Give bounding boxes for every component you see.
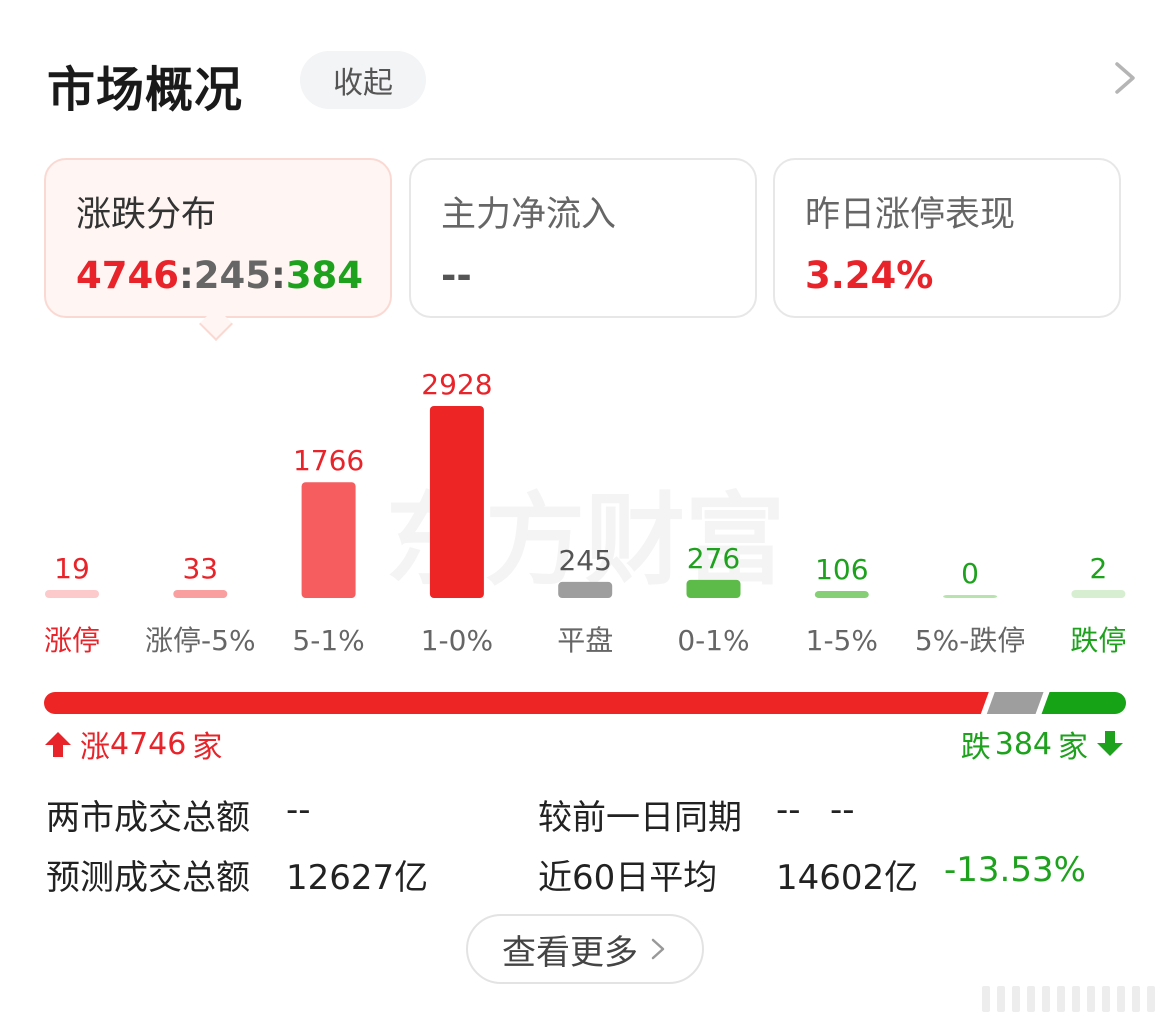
card-label: 昨日涨停表现 xyxy=(805,195,1016,235)
stripe xyxy=(1117,986,1125,1012)
stripe xyxy=(982,986,990,1012)
up-segment xyxy=(44,692,989,714)
up-count: 4746 xyxy=(76,254,179,297)
down-summary: 跌 384 家 xyxy=(961,722,1124,766)
category-label: 0-1% xyxy=(677,624,749,657)
up-count-text: 4746 xyxy=(110,726,187,762)
up-down-proportion-bar xyxy=(44,692,1126,714)
bar-8 xyxy=(1071,590,1126,598)
category-label: 平盘 xyxy=(557,624,613,657)
down-count-text: 384 xyxy=(994,726,1052,762)
collapse-button[interactable]: 收起 xyxy=(300,51,426,109)
category-label: 跌停 xyxy=(1070,624,1126,657)
avg60-change: -13.53% xyxy=(944,850,1086,890)
category-label: 1-5% xyxy=(806,624,878,657)
bar-6 xyxy=(814,591,869,598)
bar-0 xyxy=(45,590,99,598)
scroll-hint-decoration xyxy=(982,986,1155,1012)
distribution-chart: 东方财富 19涨停33涨停-5%17665-1%29281-0%245平盘276… xyxy=(44,368,1126,657)
rise-fall-ratio: 4746:245:384 xyxy=(76,254,363,297)
chevron-right-icon[interactable] xyxy=(1106,60,1142,96)
forecast-turnover-value: 12627亿 xyxy=(286,858,429,898)
down-prefix: 跌 xyxy=(960,730,991,765)
card-yesterday-limit-up[interactable]: 昨日涨停表现 3.24% xyxy=(773,158,1121,318)
category-label: 5%-跌停 xyxy=(915,624,1026,657)
bar-1 xyxy=(173,590,228,598)
bar-5 xyxy=(686,579,741,598)
down-suffix: 家 xyxy=(1058,730,1088,765)
card-label: 涨跌分布 xyxy=(76,195,217,235)
bar-value-label: 33 xyxy=(182,552,218,585)
arrow-down-icon xyxy=(1097,731,1123,756)
bar-value-label: 245 xyxy=(558,544,611,577)
bar-4 xyxy=(558,581,613,598)
chevron-right-icon xyxy=(651,938,665,960)
down-count: 384 xyxy=(285,254,364,297)
card-label: 主力净流入 xyxy=(441,195,617,235)
bar-value-label: 106 xyxy=(815,553,868,586)
view-more-button[interactable]: 查看更多 xyxy=(466,914,704,984)
stripe xyxy=(1102,986,1110,1012)
ratio-separator: : xyxy=(178,254,194,297)
category-label: 5-1% xyxy=(292,624,364,657)
flat-segment xyxy=(986,692,1044,714)
up-suffix: 家 xyxy=(192,730,223,765)
total-turnover-value: -- xyxy=(286,790,311,830)
bar-2 xyxy=(301,482,356,598)
forecast-turnover-label: 预测成交总额 xyxy=(46,858,250,898)
category-label: 涨停 xyxy=(44,624,100,657)
card-value: -- xyxy=(441,254,472,297)
down-segment xyxy=(1041,692,1126,714)
bar-value-label: 2928 xyxy=(421,368,492,401)
bar-7 xyxy=(943,595,998,598)
vs-prev-value: -- xyxy=(776,790,801,830)
view-more-label: 查看更多 xyxy=(502,932,638,973)
bar-value-label: 2 xyxy=(1089,552,1107,585)
stripe xyxy=(1087,986,1095,1012)
stripe xyxy=(1042,986,1050,1012)
stripe xyxy=(1057,986,1065,1012)
card-main-net-inflow[interactable]: 主力净流入 -- xyxy=(409,158,757,318)
stripe xyxy=(997,986,1005,1012)
category-label: 1-0% xyxy=(421,624,493,657)
stripe xyxy=(1147,986,1155,1012)
stripe xyxy=(1012,986,1020,1012)
bar-value-label: 276 xyxy=(687,542,740,575)
arrow-up-icon xyxy=(45,732,71,757)
vs-prev-label: 较前一日同期 xyxy=(538,798,742,838)
ratio-separator: : xyxy=(271,254,286,297)
stripe xyxy=(1132,986,1140,1012)
bar-3 xyxy=(429,406,484,598)
page-title: 市场概况 xyxy=(47,62,244,118)
bar-value-label: 19 xyxy=(54,552,90,585)
category-label: 涨停-5% xyxy=(145,624,256,657)
up-summary: 涨 4746 家 xyxy=(44,722,222,766)
flat-count: 245 xyxy=(193,254,272,297)
bar-value-label: 0 xyxy=(961,557,979,590)
up-prefix: 涨 xyxy=(80,730,110,765)
stripe xyxy=(1072,986,1080,1012)
avg60-value: 14602亿 xyxy=(776,858,919,898)
avg60-label: 近60日平均 xyxy=(538,858,718,898)
bar-value-label: 1766 xyxy=(293,444,364,477)
card-rise-fall-distribution[interactable]: 涨跌分布 4746:245:384 xyxy=(44,158,392,318)
total-turnover-label: 两市成交总额 xyxy=(46,798,250,838)
stripe xyxy=(1027,986,1035,1012)
vs-prev-change: -- xyxy=(830,790,855,830)
card-value: 3.24% xyxy=(805,254,934,297)
